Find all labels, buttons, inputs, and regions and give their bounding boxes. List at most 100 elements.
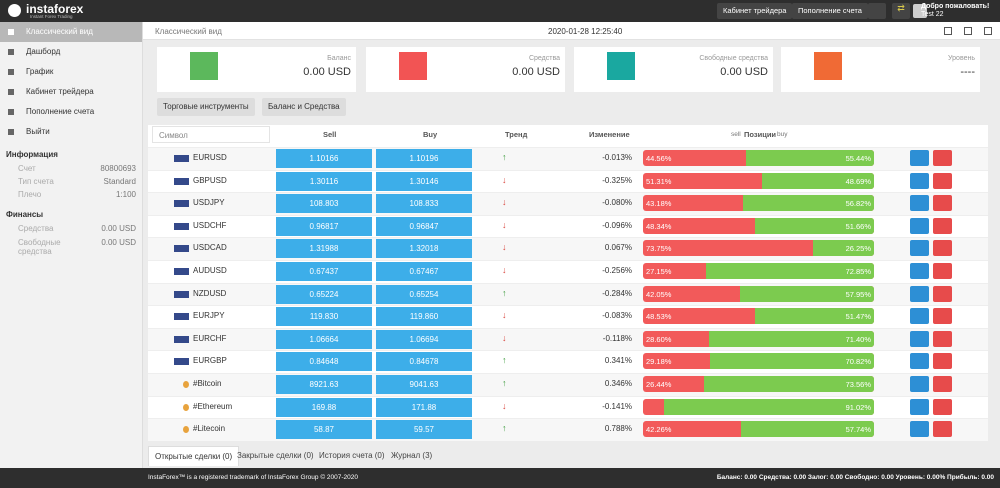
menu-icon	[8, 49, 14, 55]
chart-button[interactable]	[910, 285, 929, 302]
calendar-icon[interactable]	[944, 27, 952, 35]
trend-arrow: ↓	[502, 174, 507, 185]
chart-button[interactable]	[910, 240, 929, 257]
position-bar: 29.18% 70.82%	[643, 353, 874, 370]
position-bar: 42.05% 57.95%	[643, 285, 874, 302]
position-bar: 43.18% 56.82%	[643, 195, 874, 212]
sell-button[interactable]: 1.30116	[276, 171, 372, 191]
delete-button[interactable]	[933, 376, 952, 392]
position-bar: 73.75% 26.25%	[643, 240, 874, 257]
card: Баланс 0.00 USD	[157, 47, 356, 92]
card: Свободные средства 0.00 USD	[574, 47, 773, 92]
delete-button[interactable]	[933, 150, 952, 166]
rss-icon[interactable]	[964, 27, 972, 35]
sell-button[interactable]: 1.31988	[276, 239, 372, 259]
sell-button[interactable]: 108.803	[276, 194, 372, 214]
buy-button[interactable]: 0.96847	[376, 216, 472, 236]
position-bar: 26.44% 73.56%	[643, 376, 874, 392]
sell-label: 48.53%	[646, 312, 672, 322]
change: -0.256%	[602, 266, 632, 275]
delete-button[interactable]	[933, 172, 952, 189]
card-label: Уровень	[948, 55, 975, 62]
position-bar: 51.31% 48.69%	[643, 172, 874, 189]
delete-button[interactable]	[933, 353, 952, 370]
delete-button[interactable]	[933, 240, 952, 257]
delete-button[interactable]	[933, 308, 952, 325]
bottom-tab[interactable]: История счета (0)	[319, 451, 385, 460]
buy-button[interactable]: 0.67467	[376, 262, 472, 281]
symbol: USDCAD	[193, 243, 227, 253]
delete-button[interactable]	[933, 195, 952, 212]
sell-button[interactable]: 0.84648	[276, 352, 372, 372]
sell-button[interactable]: 1.10166	[276, 149, 372, 168]
buy-button[interactable]: 59.57	[376, 420, 472, 440]
chart-button[interactable]	[910, 150, 929, 166]
delete-button[interactable]	[933, 285, 952, 302]
menu-item[interactable]: Дашборд	[0, 42, 142, 62]
buy-button[interactable]: 1.06694	[376, 329, 472, 349]
header-button[interactable]: Кабинет трейдера	[717, 3, 793, 19]
menu-icon	[8, 109, 14, 115]
menu-item[interactable]: График	[0, 62, 142, 82]
buy-share	[740, 421, 874, 438]
sell-button[interactable]: 0.96817	[276, 216, 372, 236]
card-value: ----	[960, 66, 975, 78]
chart-button[interactable]	[910, 217, 929, 234]
sell-button[interactable]: 169.88	[276, 397, 372, 417]
buy-button[interactable]: 9041.63	[376, 375, 472, 394]
tab[interactable]: Баланс и Средства	[262, 98, 346, 116]
buy-button[interactable]: 119.860	[376, 307, 472, 327]
swap-button[interactable]: ⇄	[892, 3, 910, 19]
buy-button[interactable]: 108.833	[376, 194, 472, 214]
chart-button[interactable]	[910, 421, 929, 438]
sell-button[interactable]: 119.830	[276, 307, 372, 327]
menu-icon	[8, 89, 14, 95]
flag	[183, 381, 189, 388]
trend-arrow: ↓	[502, 242, 507, 253]
announce-icon[interactable]	[984, 27, 992, 35]
menu-icon	[8, 129, 14, 135]
flag	[174, 358, 189, 366]
sell-button[interactable]: 0.65224	[276, 284, 372, 304]
chart-button[interactable]	[910, 353, 929, 370]
header-button[interactable]: Пополнение счета	[792, 3, 868, 19]
sell-button[interactable]: 58.87	[276, 420, 372, 440]
search-input[interactable]: Символ	[152, 126, 270, 143]
chart-button[interactable]	[910, 195, 929, 212]
delete-button[interactable]	[933, 330, 952, 347]
chart-button[interactable]	[910, 172, 929, 189]
menu-item[interactable]: Классический вид	[0, 22, 142, 42]
menu-item[interactable]: Пополнение счета	[0, 102, 142, 122]
delete-button[interactable]	[933, 398, 952, 415]
buy-button[interactable]: 1.30146	[376, 171, 472, 191]
sell-button[interactable]: 8921.63	[276, 375, 372, 394]
menu-item[interactable]: Кабинет трейдера	[0, 82, 142, 102]
buy-label: 91.02%	[845, 402, 871, 412]
bottom-tab[interactable]: Закрытые сделки (0)	[237, 451, 314, 460]
trend-arrow: ↑	[502, 378, 507, 388]
buy-button[interactable]: 1.32018	[376, 239, 472, 259]
menu-item[interactable]: Выйти	[0, 122, 142, 142]
buy-button[interactable]: 0.65254	[376, 284, 472, 304]
flag-button[interactable]	[868, 3, 886, 19]
delete-button[interactable]	[933, 217, 952, 234]
tab[interactable]: Торговые инструменты	[157, 98, 255, 116]
sell-button[interactable]: 0.67437	[276, 262, 372, 281]
buy-button[interactable]: 171.88	[376, 397, 472, 417]
chart-button[interactable]	[910, 398, 929, 415]
chart-button[interactable]	[910, 263, 929, 279]
sell-button[interactable]: 1.06664	[276, 329, 372, 349]
chart-button[interactable]	[910, 330, 929, 347]
chart-button[interactable]	[910, 308, 929, 325]
buy-button[interactable]: 0.84678	[376, 352, 472, 372]
buy-button[interactable]: 1.10196	[376, 149, 472, 168]
footer-side	[0, 468, 143, 488]
delete-button[interactable]	[933, 263, 952, 279]
chart-button[interactable]	[910, 376, 929, 392]
delete-button[interactable]	[933, 421, 952, 438]
bottom-tab[interactable]: Журнал (3)	[391, 451, 433, 460]
card: Уровень ----	[781, 47, 980, 92]
buy-share	[705, 263, 874, 279]
bottom-tab[interactable]: Открытые сделки (0)	[148, 446, 240, 466]
buy-label: 51.66%	[845, 221, 871, 231]
